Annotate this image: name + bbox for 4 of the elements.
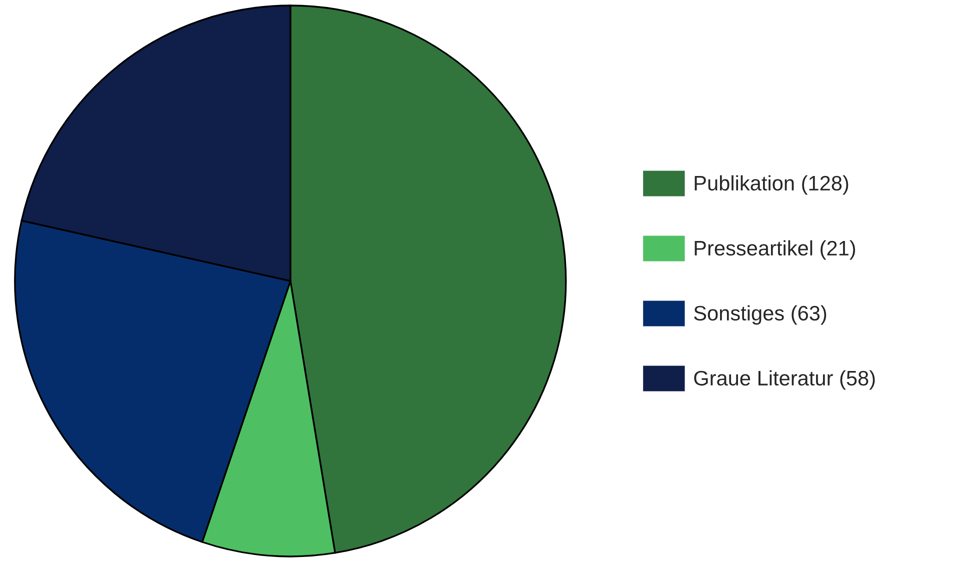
legend-label: Publikation (128)	[694, 175, 848, 195]
legend-label: Graue Literatur (58)	[694, 370, 875, 390]
legend-label: Presseartikel (21)	[694, 240, 856, 260]
legend-label: Sonstiges (63)	[694, 305, 826, 325]
